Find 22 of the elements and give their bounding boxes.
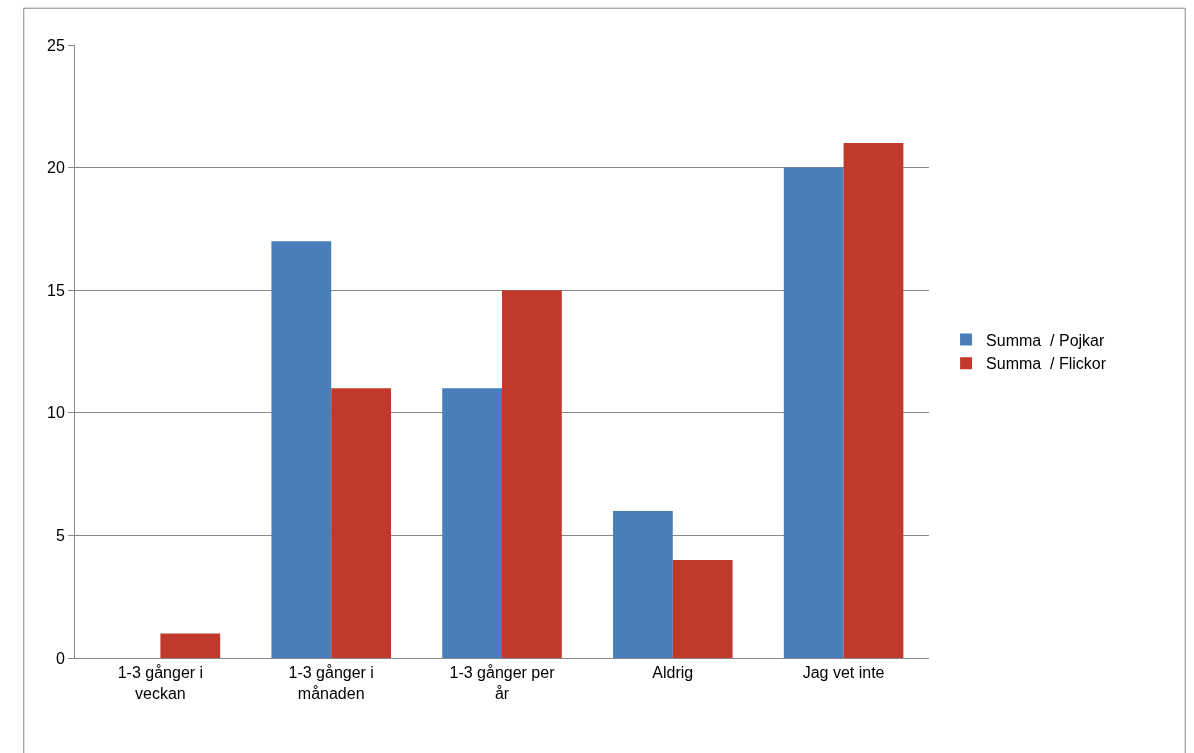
bar <box>843 143 904 658</box>
bar <box>271 241 332 658</box>
y-tick-label: 5 <box>55 527 65 544</box>
legend-label: Summa / Flickor <box>986 355 1107 373</box>
y-tick-label: 20 <box>47 159 65 177</box>
x-tick-label: Jag vet inte <box>802 664 885 682</box>
y-tick-label: 15 <box>47 281 65 299</box>
x-tick-label: Aldrig <box>652 664 694 682</box>
x-tick-label: 1-3 gånger per år <box>449 664 556 702</box>
y-tick-label: 25 <box>47 36 65 54</box>
bar <box>613 510 673 658</box>
y-tick-label: 10 <box>47 404 65 422</box>
bar <box>672 559 733 658</box>
bar <box>160 633 221 658</box>
legend-label: Summa / Pojkar <box>986 331 1106 349</box>
bar <box>502 290 562 658</box>
x-tick-label: 1-3 gånger i veckan <box>117 664 204 702</box>
bar <box>783 167 844 658</box>
bar <box>331 388 391 658</box>
x-tick-label: 1-3 gånger i månaden <box>288 664 374 702</box>
bar <box>442 388 502 658</box>
y-tick-label: 0 <box>55 649 65 667</box>
